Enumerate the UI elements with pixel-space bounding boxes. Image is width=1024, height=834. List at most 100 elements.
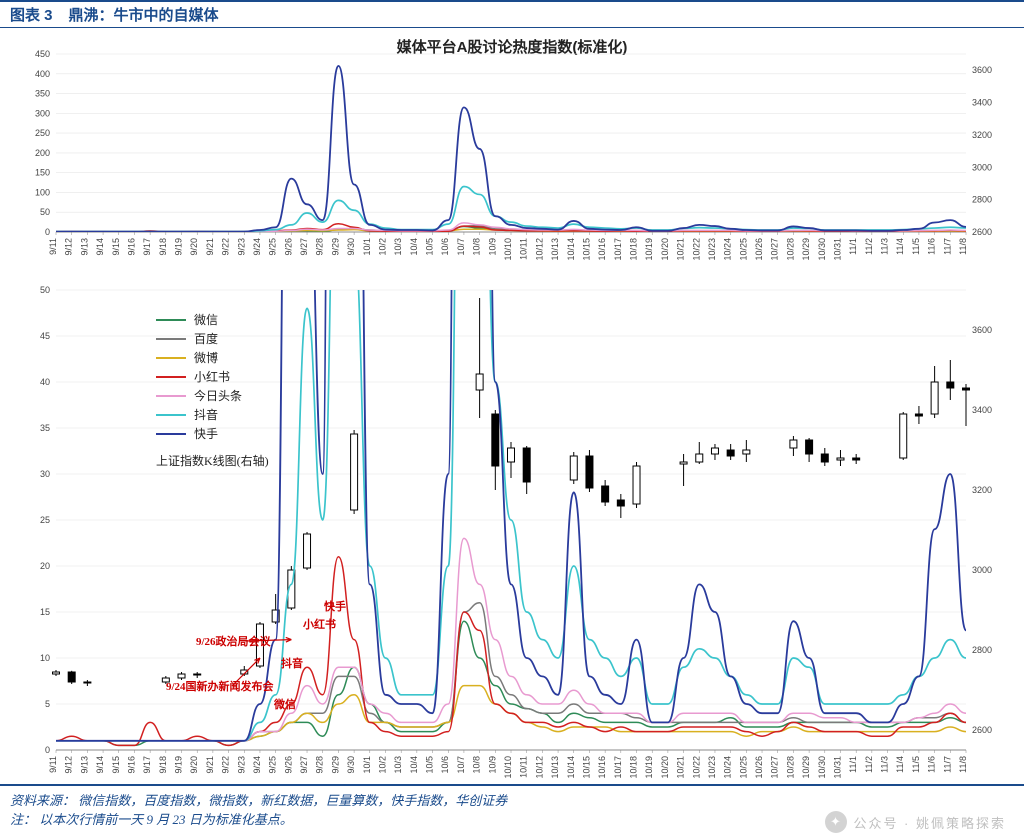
svg-text:11/5: 11/5: [911, 238, 921, 255]
svg-text:10/1: 10/1: [362, 756, 372, 774]
svg-text:10/23: 10/23: [707, 238, 717, 261]
annotation: 抖音: [281, 656, 303, 670]
svg-text:10/12: 10/12: [534, 756, 544, 779]
svg-text:10/5: 10/5: [425, 238, 435, 256]
svg-text:3600: 3600: [972, 325, 992, 335]
svg-text:10/23: 10/23: [707, 756, 717, 779]
svg-text:10/6: 10/6: [440, 756, 450, 774]
svg-text:10/27: 10/27: [770, 238, 780, 261]
svg-text:11/7: 11/7: [942, 756, 952, 773]
svg-text:3000: 3000: [972, 162, 992, 172]
svg-text:150: 150: [35, 168, 50, 178]
svg-text:9/13: 9/13: [79, 756, 89, 774]
legend-item: 微博: [194, 350, 218, 365]
svg-text:10/9: 10/9: [487, 756, 497, 774]
svg-text:10/27: 10/27: [770, 756, 780, 779]
svg-text:0: 0: [45, 745, 50, 755]
svg-text:9/21: 9/21: [205, 756, 215, 774]
svg-text:9/17: 9/17: [142, 238, 152, 256]
annotation: 微信: [273, 697, 296, 711]
svg-text:10/14: 10/14: [566, 756, 576, 779]
svg-text:5: 5: [45, 699, 50, 709]
svg-text:9/12: 9/12: [64, 238, 74, 256]
svg-text:3200: 3200: [972, 130, 992, 140]
svg-text:350: 350: [35, 89, 50, 99]
legend-item: 今日头条: [194, 388, 242, 403]
svg-text:9/11: 9/11: [48, 756, 58, 773]
figure-title: 鼎沸：牛市中的自媒体: [69, 4, 219, 25]
svg-text:10/2: 10/2: [377, 756, 387, 774]
svg-text:10/5: 10/5: [425, 756, 435, 774]
svg-text:15: 15: [40, 607, 50, 617]
legend-item: 抖音: [194, 407, 218, 422]
svg-text:9/24: 9/24: [252, 756, 262, 774]
svg-text:10/3: 10/3: [393, 238, 403, 256]
svg-text:10/25: 10/25: [738, 238, 748, 261]
svg-text:10/2: 10/2: [377, 238, 387, 256]
svg-text:10/8: 10/8: [472, 756, 482, 774]
source-label: 资料来源：: [10, 793, 75, 808]
legend-item: 小红书: [194, 369, 230, 384]
svg-text:50: 50: [40, 207, 50, 217]
svg-text:9/27: 9/27: [299, 238, 309, 256]
svg-text:10/18: 10/18: [629, 756, 639, 779]
svg-text:9/23: 9/23: [236, 756, 246, 774]
svg-text:10/29: 10/29: [801, 756, 811, 779]
svg-text:快手: 快手: [323, 599, 346, 613]
svg-text:9/14: 9/14: [95, 756, 105, 774]
svg-text:9/24国新办新闻发布会: 9/24国新办新闻发布会: [166, 679, 275, 693]
svg-text:9/24: 9/24: [252, 238, 262, 256]
svg-text:25: 25: [40, 515, 50, 525]
svg-text:9/25: 9/25: [268, 756, 278, 774]
svg-text:11/4: 11/4: [895, 756, 905, 773]
svg-text:11/3: 11/3: [880, 238, 890, 255]
svg-text:10/9: 10/9: [487, 238, 497, 256]
svg-text:10/22: 10/22: [691, 756, 701, 779]
svg-text:10/28: 10/28: [785, 756, 795, 779]
svg-text:11/1: 11/1: [848, 238, 858, 255]
svg-text:11/4: 11/4: [895, 238, 905, 255]
svg-text:9/25: 9/25: [268, 238, 278, 256]
svg-text:9/15: 9/15: [111, 238, 121, 256]
svg-text:10/8: 10/8: [472, 238, 482, 256]
svg-text:10/10: 10/10: [503, 238, 513, 261]
svg-text:9/12: 9/12: [64, 756, 74, 774]
svg-text:10/31: 10/31: [832, 756, 842, 779]
series-baidu: [56, 603, 966, 741]
svg-text:9/21: 9/21: [205, 238, 215, 256]
svg-text:11/5: 11/5: [911, 756, 921, 773]
svg-text:35: 35: [40, 423, 50, 433]
svg-text:9/17: 9/17: [142, 756, 152, 774]
legend-item: 微信: [194, 313, 218, 327]
annotation: 小红书: [302, 617, 336, 631]
svg-text:10/22: 10/22: [691, 238, 701, 261]
svg-text:9/19: 9/19: [174, 756, 184, 774]
svg-text:10/7: 10/7: [456, 756, 466, 774]
chart-area: 媒体平台A股讨论热度指数(标准化) 0501001502002503003504…: [0, 28, 1024, 798]
svg-text:10/6: 10/6: [440, 238, 450, 256]
series-toutiao: [56, 538, 966, 740]
svg-text:10/11: 10/11: [519, 238, 529, 260]
figure-title-bar: 图表 3 鼎沸：牛市中的自媒体: [0, 0, 1024, 28]
watermark: ✦ 公众号 · 姚佩策略探索: [825, 811, 1006, 833]
wechat-icon: ✦: [825, 811, 847, 833]
svg-text:抖音: 抖音: [281, 656, 303, 670]
note-label: 注：: [10, 812, 36, 827]
svg-text:9/13: 9/13: [79, 238, 89, 256]
bottom-chart: 0510152025303540455026002800300032003400…: [56, 290, 966, 782]
svg-text:2600: 2600: [972, 725, 992, 735]
figure-number: 图表 3: [10, 4, 53, 25]
svg-text:10/10: 10/10: [503, 756, 513, 779]
svg-text:9/20: 9/20: [189, 756, 199, 774]
legend-candlestick: 上证指数K线图(右轴): [156, 453, 269, 468]
svg-text:50: 50: [40, 285, 50, 295]
svg-text:10/14: 10/14: [566, 238, 576, 261]
svg-text:微信: 微信: [273, 697, 296, 711]
svg-text:9/27: 9/27: [299, 756, 309, 774]
svg-text:10/11: 10/11: [519, 756, 529, 778]
svg-text:45: 45: [40, 331, 50, 341]
svg-text:9/16: 9/16: [126, 238, 136, 256]
series-kuaishou: [56, 66, 966, 232]
svg-text:10/24: 10/24: [723, 238, 733, 261]
svg-text:9/11: 9/11: [48, 238, 58, 255]
